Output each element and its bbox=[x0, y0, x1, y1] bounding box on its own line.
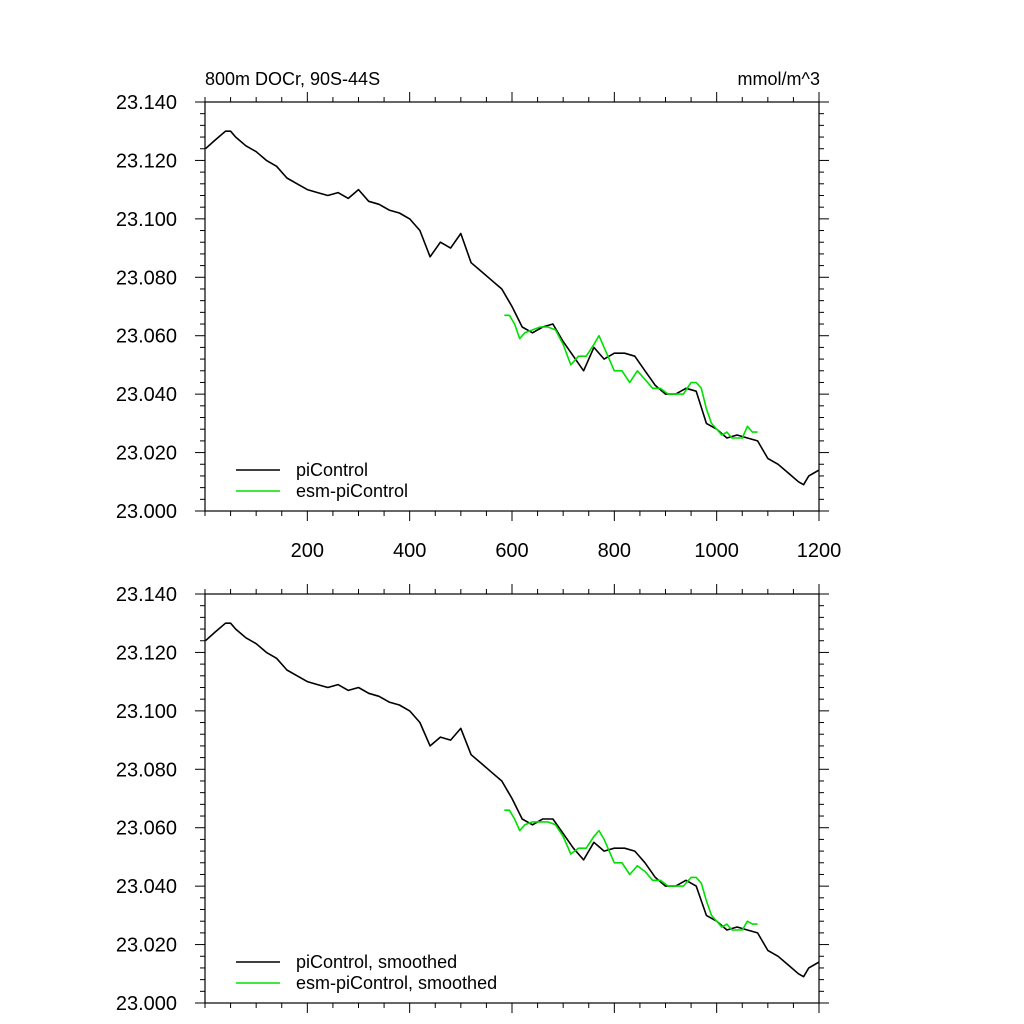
bottom-panel: 23.000 23.020 23.040 23.060 23.080 23.100 23.1… bbox=[116, 584, 829, 1015]
y-tick-label: 23.020 bbox=[116, 935, 177, 957]
chart-title: 800m DOCr, 90S-44S bbox=[205, 69, 380, 89]
x-tick-label: 800 bbox=[598, 540, 631, 562]
y-tick-label: 23.120 bbox=[116, 642, 177, 664]
y-tick-label: 23.060 bbox=[116, 818, 177, 840]
series-line-esm-picontrol bbox=[504, 314, 758, 439]
top-panel: 800m DOCr, 90S-44S mmol/m^3 23.000 23.020… bbox=[116, 69, 841, 562]
x-tick-label: 200 bbox=[291, 540, 324, 562]
legend-label: esm-piControl, smoothed bbox=[296, 973, 497, 993]
y-tick-label: 23.080 bbox=[116, 759, 177, 781]
y-tick-label: 23.020 bbox=[116, 443, 177, 465]
y-tick-label: 23.040 bbox=[116, 876, 177, 898]
x-tick-label: 400 bbox=[393, 540, 426, 562]
y-tick-label: 23.120 bbox=[116, 150, 177, 172]
series-line-picontrol-smoothed bbox=[204, 622, 820, 978]
y-tick-label: 23.000 bbox=[116, 993, 177, 1015]
x-tick-label: 600 bbox=[495, 540, 528, 562]
x-tick-label: 1200 bbox=[797, 540, 842, 562]
y-tick-label: 23.000 bbox=[116, 501, 177, 523]
y-tick-label: 23.140 bbox=[116, 584, 177, 606]
y-tick-label: 23.080 bbox=[116, 267, 177, 289]
legend-label: esm-piControl bbox=[296, 481, 408, 501]
y-tick-label: 23.060 bbox=[116, 326, 177, 348]
y-tick-label: 23.140 bbox=[116, 92, 177, 114]
series-line-esm-picontrol-smoothed bbox=[504, 809, 758, 931]
y-tick-label: 23.040 bbox=[116, 384, 177, 406]
y-tick-label: 23.100 bbox=[116, 701, 177, 723]
top-series-group bbox=[204, 130, 820, 486]
bottom-series-group bbox=[204, 622, 820, 978]
series-line-picontrol bbox=[204, 130, 820, 486]
x-tick-label: 1000 bbox=[694, 540, 739, 562]
legend-label: piControl bbox=[296, 460, 368, 480]
top-axis-ticks: 23.000 23.020 23.040 23.060 23.080 23.100 23.1… bbox=[116, 92, 841, 562]
legend-label: piControl, smoothed bbox=[296, 952, 457, 972]
units-label: mmol/m^3 bbox=[738, 69, 820, 89]
bottom-axis-ticks: 23.000 23.020 23.040 23.060 23.080 23.100 23.1… bbox=[116, 584, 829, 1015]
y-tick-label: 23.100 bbox=[116, 209, 177, 231]
